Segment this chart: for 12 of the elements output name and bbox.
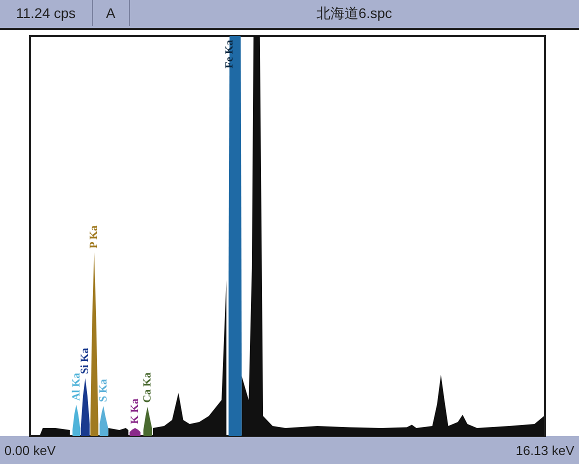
- x-tick-label: 16.13 keV: [516, 443, 575, 458]
- text: K Ka: [129, 398, 142, 424]
- x-tick-label: 0.00 keV: [4, 443, 56, 458]
- text: 11.24 cps: [0, 0, 93, 26]
- text: Ca Ka: [141, 372, 154, 403]
- chart-title: 北海道6.spc: [316, 4, 394, 23]
- text: Si Ka: [79, 348, 92, 374]
- text: Al Ka: [70, 372, 82, 401]
- series-label: Fe Ka: [224, 40, 236, 68]
- text: A: [92, 0, 130, 26]
- text: P Ka: [88, 224, 100, 248]
- text: S Ka: [97, 378, 110, 402]
